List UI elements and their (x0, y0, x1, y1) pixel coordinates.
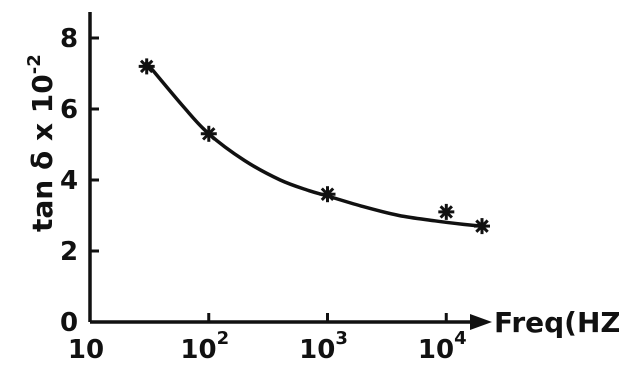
axes (88, 12, 492, 330)
star-marker-stroke (202, 127, 216, 141)
y-axis-label-exponent: -2 (24, 54, 45, 74)
y-tick-label-3: 6 (60, 95, 78, 125)
data-point-0 (138, 58, 155, 75)
x-tick-label-2: 103 (299, 328, 348, 365)
data-point-1 (200, 125, 217, 142)
star-marker-stroke (139, 59, 154, 74)
x-tick-label-3: 104 (418, 328, 467, 365)
star-marker-stroke (475, 219, 489, 233)
data-point-2 (319, 186, 336, 203)
fit-curve-group (144, 61, 484, 228)
star-marker-stroke (320, 187, 335, 201)
x-axis-arrow (470, 314, 492, 330)
data-point-3 (438, 203, 455, 220)
data-points (138, 58, 490, 235)
x-axis-label: Freq(HZ) (494, 306, 619, 339)
y-tick-label-0: 0 (60, 308, 78, 338)
y-tick-label-4: 8 (60, 24, 78, 54)
y-tick-label-2: 4 (60, 166, 78, 196)
y-tick-label-1: 2 (60, 237, 78, 267)
y-axis-label-group: tan δ x 10-2 (24, 54, 59, 232)
data-point-4 (474, 218, 490, 235)
x-tick-label-0: 10 (68, 335, 104, 365)
star-marker-stroke (439, 205, 453, 219)
fit-curve (144, 61, 484, 228)
y-axis-label: tan δ x 10-2 (24, 54, 59, 232)
x-tick-label-1: 102 (180, 328, 229, 365)
tick-labels: 0 2 4 6 8 10 102 103 104 (60, 24, 467, 365)
